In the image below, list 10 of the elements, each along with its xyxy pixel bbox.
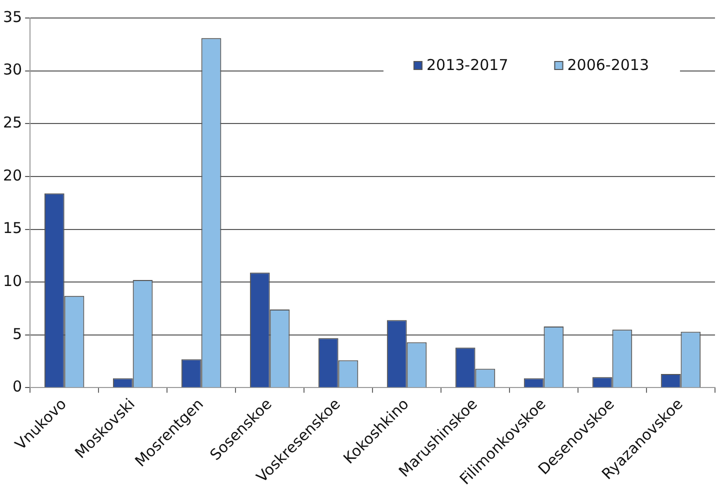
y-tick-label: 35: [2, 8, 22, 26]
y-tick-label: 5: [12, 324, 22, 343]
y-tick-label: 10: [2, 272, 22, 290]
legend-label: 2006-2013: [567, 56, 650, 74]
y-tick-label: 15: [2, 219, 22, 238]
y-tick-label: 25: [2, 114, 22, 132]
y-tick-label: 20: [2, 166, 22, 184]
y-tick-label: 30: [2, 60, 22, 79]
y-tick-label: 0: [12, 378, 22, 396]
legend-label: 2013-2017: [426, 56, 508, 74]
